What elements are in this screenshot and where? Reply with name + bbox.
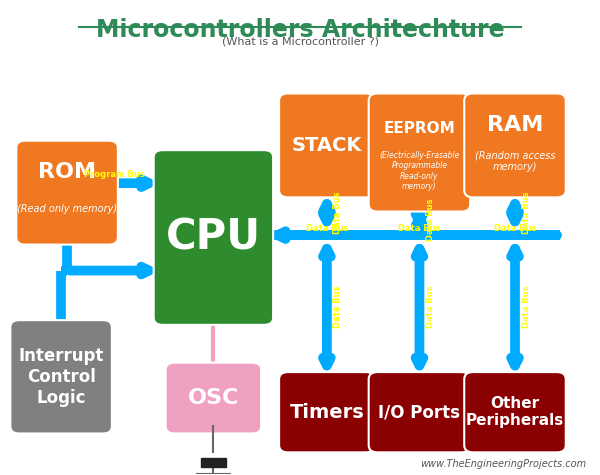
FancyBboxPatch shape: [10, 320, 112, 434]
Text: ROM: ROM: [38, 162, 96, 182]
Text: (Electrically-Erasable
Programmable
Read-only
memory): (Electrically-Erasable Programmable Read…: [379, 151, 460, 191]
FancyBboxPatch shape: [464, 372, 566, 452]
FancyBboxPatch shape: [16, 141, 118, 245]
Text: I/O Ports: I/O Ports: [379, 403, 460, 421]
Text: Microcontrollers Architechture: Microcontrollers Architechture: [95, 18, 505, 42]
FancyBboxPatch shape: [368, 94, 470, 211]
FancyBboxPatch shape: [464, 94, 566, 197]
Text: (What is a Microcontroller ?): (What is a Microcontroller ?): [221, 37, 379, 47]
Text: CPU: CPU: [166, 217, 261, 258]
Text: EEPROM: EEPROM: [383, 121, 455, 136]
Text: Data Bus: Data Bus: [334, 286, 343, 328]
FancyBboxPatch shape: [368, 372, 470, 452]
Text: Data Bus: Data Bus: [305, 224, 348, 233]
FancyBboxPatch shape: [154, 150, 273, 325]
FancyBboxPatch shape: [279, 372, 374, 452]
Text: Data Bus: Data Bus: [398, 224, 440, 233]
Text: Data Bus: Data Bus: [334, 191, 343, 234]
Text: Data Bus: Data Bus: [494, 224, 536, 233]
Text: www.TheEngineeringProjects.com: www.TheEngineeringProjects.com: [421, 459, 587, 469]
Text: Data Bus: Data Bus: [426, 286, 435, 328]
Text: Interrupt
Control
Logic: Interrupt Control Logic: [19, 347, 104, 407]
Text: Other
Peripherals: Other Peripherals: [466, 396, 564, 428]
Text: Program Bus: Program Bus: [85, 171, 145, 180]
Text: (Read only memory): (Read only memory): [17, 204, 117, 214]
Text: RAM: RAM: [487, 115, 543, 135]
Text: Timers: Timers: [289, 403, 364, 422]
Text: Data Bus: Data Bus: [521, 286, 530, 328]
Text: STACK: STACK: [292, 136, 362, 155]
FancyBboxPatch shape: [279, 94, 374, 197]
FancyBboxPatch shape: [201, 458, 226, 467]
FancyBboxPatch shape: [166, 362, 261, 434]
Text: Data Bus: Data Bus: [521, 191, 530, 234]
Text: (Random access
memory): (Random access memory): [475, 151, 555, 172]
Text: Data Bus: Data Bus: [426, 199, 435, 241]
Text: OSC: OSC: [188, 388, 239, 408]
